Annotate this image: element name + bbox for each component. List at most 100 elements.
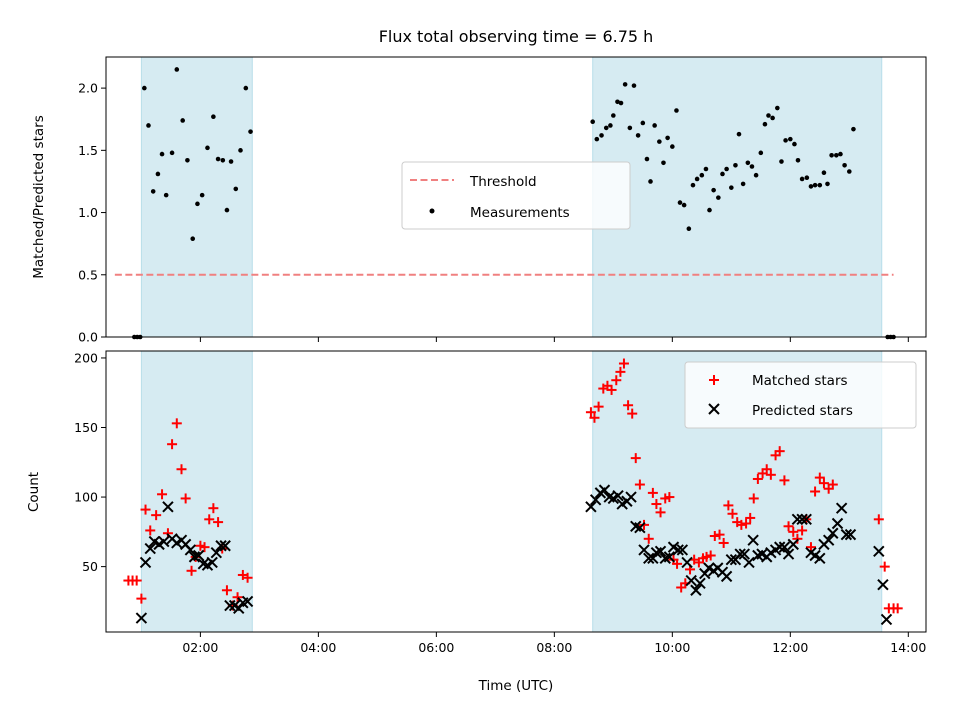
x-tick-label: 06:00	[418, 640, 454, 655]
predicted-star-marker	[206, 556, 218, 569]
measurement-point	[825, 181, 830, 187]
measurement-point	[599, 133, 604, 138]
legend-predicted-swatch	[708, 403, 720, 415]
measurement-point	[635, 133, 641, 138]
matched-star-marker	[232, 592, 243, 603]
measurement-point	[817, 182, 823, 188]
measurement-point	[238, 148, 243, 153]
matched-star-marker	[745, 512, 756, 523]
measurement-point	[590, 119, 595, 125]
top-panel: 0.00.51.01.52.0 Matched/Predicted stars …	[31, 56, 927, 345]
predicted-star-marker	[822, 534, 835, 546]
measurement-point	[243, 85, 249, 91]
measurement-point	[703, 166, 709, 172]
measurement-point	[163, 192, 169, 198]
measurement-point	[224, 207, 230, 213]
measurement-point	[615, 99, 620, 105]
observing-window-band	[140, 350, 253, 633]
figure-title: Flux total observing time = 6.75 h	[379, 27, 654, 46]
y-tick-label: 2.0	[78, 81, 98, 96]
top-axes-frame	[105, 56, 927, 338]
predicted-star-marker	[685, 574, 697, 587]
predicted-star-marker	[778, 541, 791, 553]
matched-star-marker	[611, 375, 622, 386]
matched-star-marker	[705, 550, 716, 561]
measurement-point	[711, 187, 716, 193]
matched-star-marker	[176, 464, 187, 475]
predicted-star-marker	[800, 513, 812, 526]
predicted-star-marker	[827, 527, 839, 539]
predicted-star-marker	[215, 540, 227, 552]
matched-star-marker	[242, 572, 253, 583]
measurement-point	[686, 226, 692, 232]
measurement-point	[851, 126, 856, 132]
measurement-point	[644, 156, 650, 162]
measurement-point	[661, 160, 666, 166]
predicted-star-marker	[877, 578, 889, 591]
bottom-y-ticks: 50 100 150 200	[74, 350, 106, 574]
predicted-star-marker	[192, 549, 205, 562]
measurement-point	[146, 123, 151, 128]
matched-star-marker	[655, 507, 666, 518]
measurement-point	[795, 157, 801, 163]
matched-star-marker	[606, 384, 617, 395]
predicted-star-marker	[747, 534, 759, 546]
matched-star-marker	[593, 401, 604, 412]
matched-star-marker	[788, 526, 799, 537]
x-tick-label: 12:00	[772, 640, 808, 655]
matched-star-marker	[199, 542, 210, 553]
measurement-point	[174, 67, 180, 72]
measurement-point	[729, 185, 734, 190]
measurement-point	[611, 113, 616, 118]
measurement-point	[716, 195, 721, 200]
measurement-point	[779, 159, 784, 164]
predicted-star-marker	[676, 544, 689, 556]
matched-star-marker	[873, 514, 884, 525]
legend-matched-label: Matched stars	[752, 373, 848, 389]
measurement-point	[648, 179, 653, 184]
legend-threshold-label: Threshold	[469, 174, 537, 190]
measurement-point	[150, 189, 156, 194]
measurement-point	[821, 170, 827, 176]
matched-star-marker	[783, 521, 794, 532]
measurement-point	[783, 138, 788, 143]
y-tick-label: 100	[74, 490, 98, 505]
measurement-point	[657, 139, 662, 144]
measurement-point	[220, 157, 226, 163]
matched-star-marker	[765, 469, 776, 480]
measurement-point	[159, 151, 165, 157]
matched-star-markers	[123, 358, 903, 614]
predicted-star-markers	[135, 484, 893, 626]
predicted-star-marker	[625, 491, 637, 503]
matched-star-marker	[647, 487, 658, 498]
measurement-point	[665, 135, 670, 141]
x-tick-label: 02:00	[182, 640, 218, 655]
measurement-point	[640, 120, 646, 126]
matched-star-marker	[204, 514, 215, 525]
predicted-star-marker	[210, 547, 223, 559]
measurement-point	[190, 236, 196, 241]
legend-predicted-label: Predicted stars	[752, 403, 853, 419]
matched-star-marker	[752, 473, 763, 484]
measurement-point	[799, 176, 805, 182]
matched-star-marker	[718, 537, 729, 548]
measurement-point	[594, 136, 600, 142]
y-tick-label: 0.0	[78, 330, 98, 345]
measurement-point	[169, 150, 175, 156]
predicted-star-marker	[139, 556, 152, 569]
matched-star-marker	[630, 453, 641, 464]
measurement-point	[808, 184, 814, 189]
matched-star-marker	[736, 519, 747, 530]
top-y-ticks: 0.0 0.5 1.0 1.5 2.0	[78, 81, 106, 345]
matched-star-marker	[779, 475, 790, 486]
measurement-point	[775, 105, 780, 111]
predicted-star-marker	[135, 612, 148, 624]
measurement-point	[652, 123, 657, 128]
measurement-point	[707, 207, 712, 213]
matched-star-marker	[213, 517, 224, 528]
measurement-point	[749, 164, 755, 169]
matched-star-marker	[589, 412, 600, 423]
matched-star-marker	[827, 479, 838, 490]
observing-window-band	[140, 56, 253, 338]
x-tick-label: 14:00	[890, 640, 926, 655]
